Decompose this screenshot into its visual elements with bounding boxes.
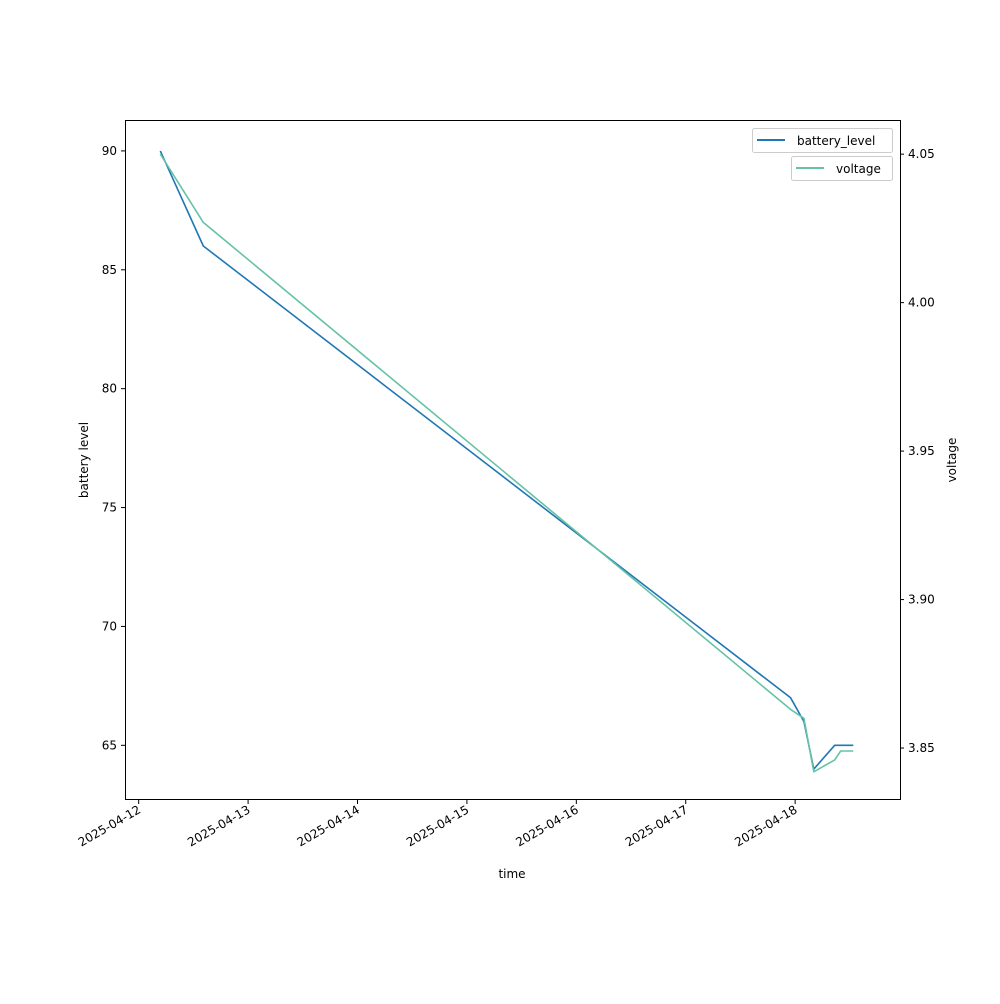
y2-tick-label: 3.95 <box>908 444 935 458</box>
x-tick-label: 2025-04-18 <box>732 802 799 849</box>
x-tick-label: 2025-04-12 <box>76 802 143 849</box>
legend-battery-label: battery_level <box>797 134 875 148</box>
y2-tick-label: 3.85 <box>908 741 935 755</box>
x-tick-label: 2025-04-16 <box>513 802 580 849</box>
y2-tick-label: 4.00 <box>908 296 935 310</box>
y2-axis-label: voltage <box>945 438 959 483</box>
y2-tick-label: 3.90 <box>908 593 935 607</box>
legend-voltage-label: voltage <box>836 162 881 176</box>
y-axis-label: battery level <box>77 422 91 498</box>
y-tick-label: 80 <box>102 382 117 396</box>
y-tick-label: 65 <box>102 738 117 752</box>
y-tick-label: 85 <box>102 263 117 277</box>
y-tick-label: 70 <box>102 619 117 633</box>
x-tick-label: 2025-04-14 <box>295 802 362 849</box>
y2-tick-label: 4.05 <box>908 147 935 161</box>
x-axis-label: time <box>498 867 525 881</box>
legend-voltage: voltage <box>791 156 893 181</box>
series-line-battery_level <box>159 150 854 770</box>
x-tick-label: 2025-04-17 <box>623 802 690 849</box>
legend-battery: battery_level <box>752 128 893 153</box>
x-tick-label: 2025-04-15 <box>404 802 471 849</box>
plot-frame <box>125 120 901 800</box>
series-line-voltage <box>159 153 854 773</box>
y-tick-label: 90 <box>102 144 117 158</box>
y-tick-label: 75 <box>102 501 117 515</box>
x-tick-label: 2025-04-13 <box>185 802 252 849</box>
